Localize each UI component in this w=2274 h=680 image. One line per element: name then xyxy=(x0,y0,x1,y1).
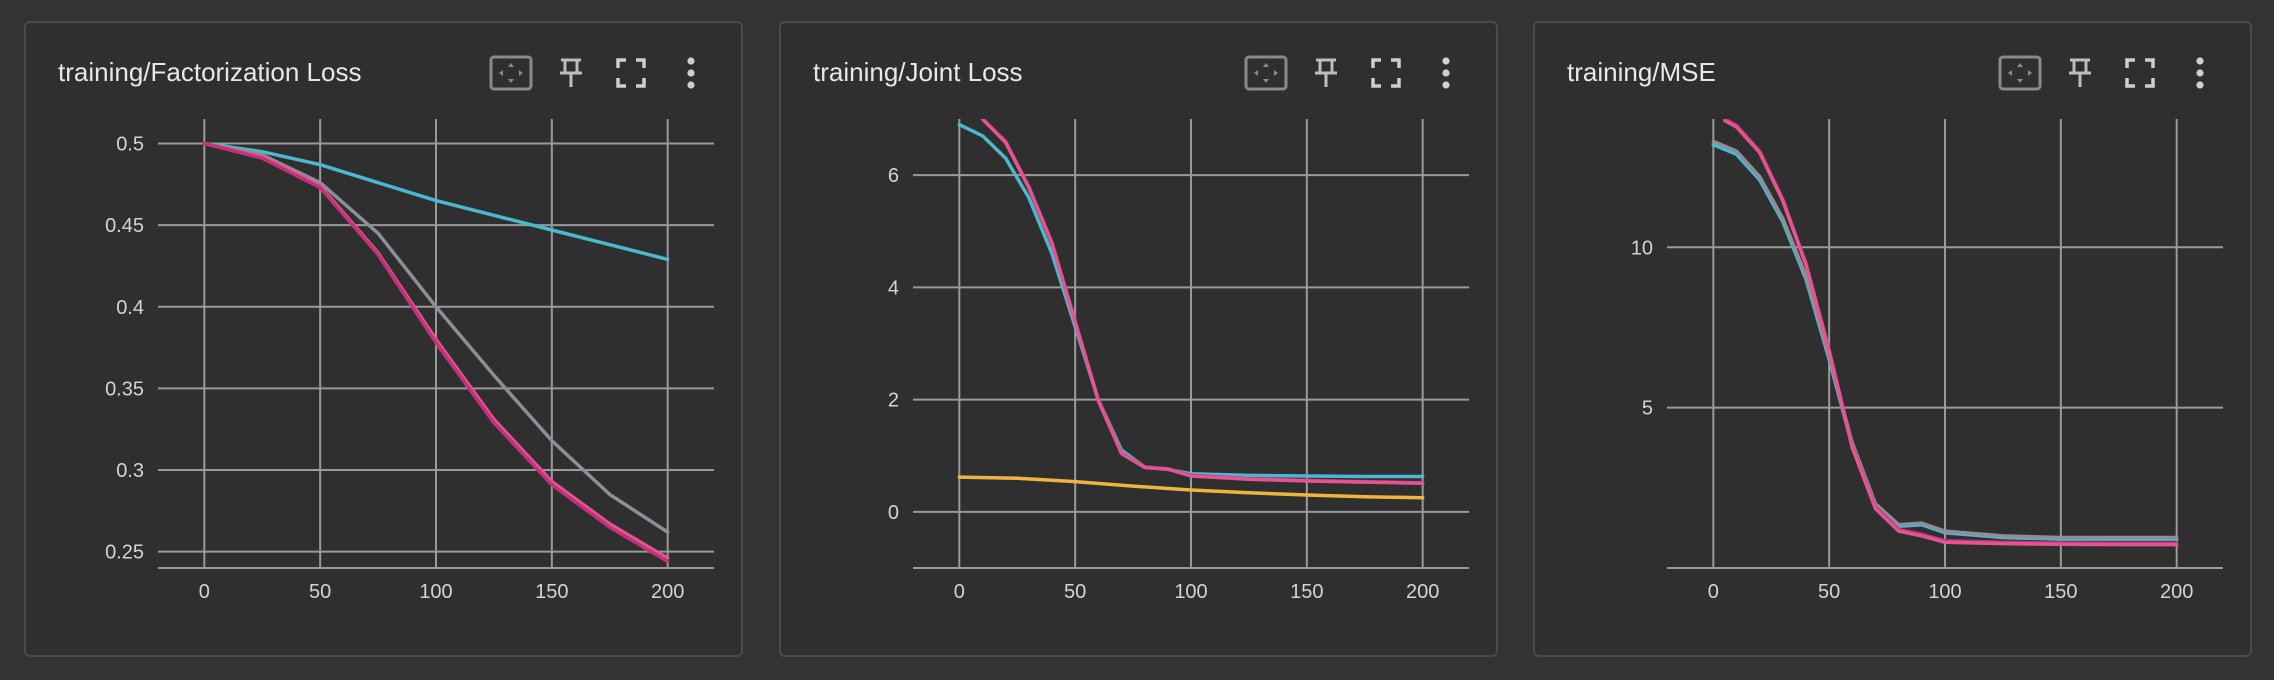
fit-domain-button[interactable] xyxy=(481,53,541,93)
pin-button[interactable] xyxy=(541,53,601,93)
x-tick-label: 50 xyxy=(309,581,331,603)
fit-domain-icon xyxy=(1998,55,2042,91)
y-tick-label: 0.4 xyxy=(116,297,144,319)
chart-plot[interactable]: 0 50 100 150 200 5 10 xyxy=(1535,23,2254,659)
x-tick-label: 50 xyxy=(1064,581,1086,603)
card-title: training/MSE xyxy=(1567,57,1716,87)
more-options-button[interactable] xyxy=(2170,53,2230,93)
y-tick-label: 6 xyxy=(888,165,899,187)
pin-icon xyxy=(560,58,582,87)
chart-card-mse: training/MSE 0 50 100 150 200 5 10 xyxy=(1533,21,2252,657)
more-options-button[interactable] xyxy=(661,53,721,93)
series-line xyxy=(1723,119,2179,546)
pin-icon xyxy=(1315,58,1337,87)
x-tick-label: 100 xyxy=(419,581,452,603)
series-line xyxy=(980,119,1425,485)
fit-domain-icon xyxy=(1244,55,1288,91)
y-tick-label: 0 xyxy=(888,502,899,524)
y-tick-label: 0.45 xyxy=(105,215,144,237)
y-tick-label: 10 xyxy=(1631,237,1653,259)
pin-button[interactable] xyxy=(1296,53,1356,93)
card-title: training/Factorization Loss xyxy=(58,57,362,87)
fullscreen-button[interactable] xyxy=(601,53,661,93)
card-title: training/Joint Loss xyxy=(813,57,1023,87)
y-tick-label: 0.5 xyxy=(116,133,144,155)
fullscreen-icon xyxy=(616,58,646,88)
y-tick-label: 0.25 xyxy=(105,542,144,564)
y-tick-label: 5 xyxy=(1642,398,1653,420)
fit-domain-button[interactable] xyxy=(1236,53,1296,93)
x-tick-label: 150 xyxy=(2044,581,2077,603)
series-line xyxy=(202,141,670,564)
fit-domain-button[interactable] xyxy=(1990,53,2050,93)
chart-plot[interactable]: 0 50 100 150 200 0.25 0.3 0.35 0.4 0.45 0.5 xyxy=(26,23,745,659)
x-tick-label: 200 xyxy=(651,581,684,603)
more-vert-icon xyxy=(687,57,695,89)
y-tick-label: 0.3 xyxy=(116,460,144,482)
card-toolbar xyxy=(1990,53,2230,93)
fit-domain-icon xyxy=(489,55,533,91)
card-toolbar xyxy=(481,53,721,93)
y-tick-label: 0.35 xyxy=(105,378,144,400)
fullscreen-icon xyxy=(1371,58,1401,88)
pin-icon xyxy=(2069,58,2091,87)
fullscreen-button[interactable] xyxy=(1356,53,1416,93)
series-line xyxy=(202,141,670,262)
x-tick-label: 100 xyxy=(1174,581,1207,603)
x-tick-label: 200 xyxy=(2160,581,2193,603)
series-line xyxy=(202,141,670,534)
chart-card-factorization-loss: training/Factorization Loss 0 50 100 150 200… xyxy=(24,21,743,657)
series-line xyxy=(1723,119,2179,547)
chart-card-joint-loss: training/Joint Loss 0 50 100 150 200 0 2 4 6 xyxy=(779,21,1498,657)
fullscreen-icon xyxy=(2125,58,2155,88)
y-tick-label: 4 xyxy=(888,277,899,299)
x-tick-label: 200 xyxy=(1406,581,1439,603)
x-tick-label: 100 xyxy=(1928,581,1961,603)
y-tick-label: 2 xyxy=(888,390,899,412)
more-options-button[interactable] xyxy=(1416,53,1476,93)
pin-button[interactable] xyxy=(2050,53,2110,93)
x-tick-label: 0 xyxy=(954,581,965,603)
chart-plot[interactable]: 0 50 100 150 200 0 2 4 6 xyxy=(781,23,1500,659)
card-toolbar xyxy=(1236,53,1476,93)
more-vert-icon xyxy=(1442,57,1450,89)
x-tick-label: 150 xyxy=(1290,581,1323,603)
series-line xyxy=(957,475,1425,500)
more-vert-icon xyxy=(2196,57,2204,89)
x-tick-label: 150 xyxy=(535,581,568,603)
fullscreen-button[interactable] xyxy=(2110,53,2170,93)
x-tick-label: 0 xyxy=(1708,581,1719,603)
series-line xyxy=(980,119,1425,486)
x-tick-label: 50 xyxy=(1818,581,1840,603)
x-tick-label: 0 xyxy=(199,581,210,603)
